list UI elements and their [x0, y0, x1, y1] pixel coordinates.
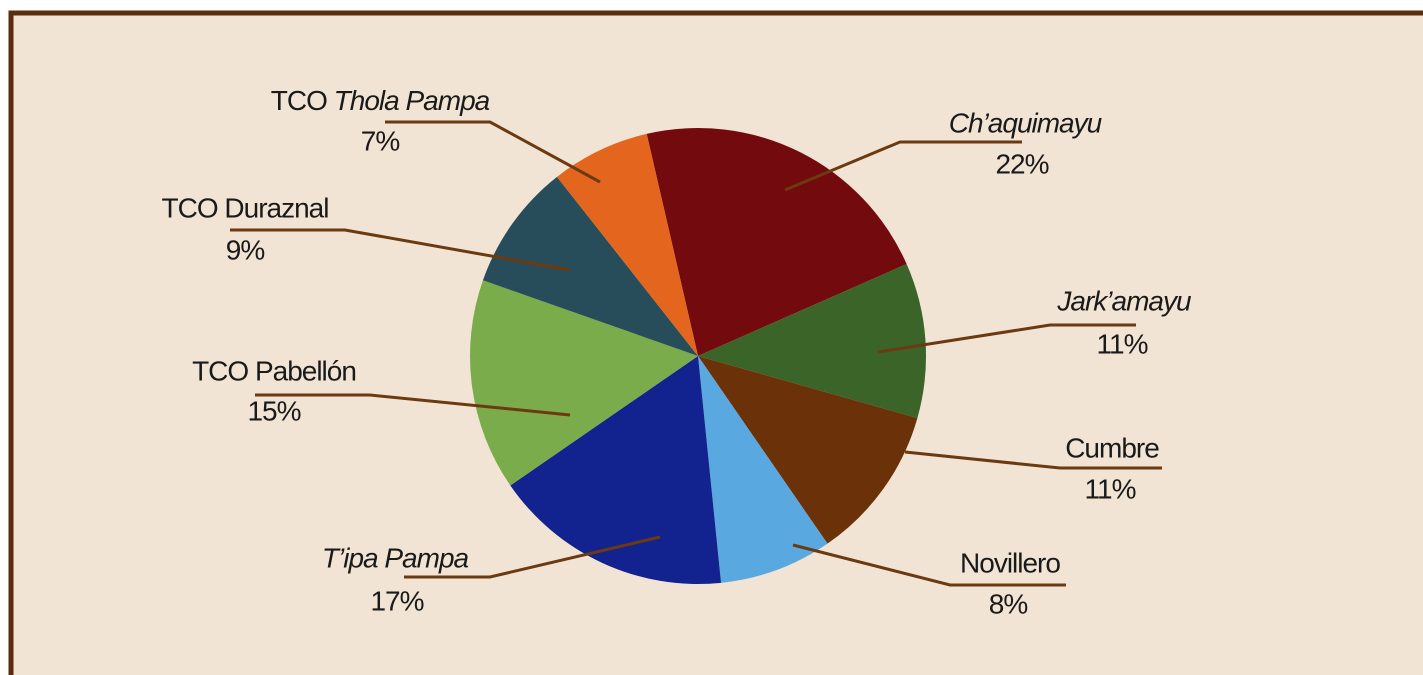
slice-label: TCO Pabellón — [192, 355, 356, 386]
pie-slice — [698, 356, 918, 544]
pie-slice — [557, 133, 698, 356]
slice-value-label: 11% — [1085, 473, 1136, 504]
leader-line — [792, 543, 1066, 587]
pie-slice — [510, 356, 722, 584]
leader-line — [385, 120, 601, 184]
leader-line — [784, 140, 1022, 192]
leader-line — [904, 450, 1162, 470]
slice-label: TCO Duraznal — [162, 192, 329, 223]
leader-line — [877, 323, 1136, 354]
slice-label: Cumbre — [1065, 432, 1159, 463]
leader-line — [230, 228, 571, 272]
slice-value-label: 17% — [370, 585, 423, 616]
slice-value-label: 9% — [226, 234, 265, 265]
pie-slice — [646, 128, 907, 356]
pie-slice — [469, 280, 698, 486]
slice-label: Novillero — [960, 547, 1060, 578]
slice-value-label: 11% — [1097, 328, 1148, 359]
pie-slice — [698, 263, 926, 419]
slice-value-label: 22% — [995, 148, 1048, 179]
slice-value-label: 15% — [247, 395, 300, 426]
pie-slice — [482, 176, 698, 356]
pie-slice — [698, 356, 828, 583]
slice-value-label: 8% — [989, 588, 1028, 619]
slice-label: Ch’aquimayu — [949, 107, 1103, 138]
leader-line — [255, 393, 571, 417]
slice-label: T’ipa Pampa — [322, 542, 469, 573]
leader-line — [404, 535, 661, 579]
slice-label: TCO Thola Pampa — [271, 85, 490, 116]
slice-value-label: 7% — [361, 125, 400, 156]
slice-label: Jark’amayu — [1056, 285, 1192, 316]
